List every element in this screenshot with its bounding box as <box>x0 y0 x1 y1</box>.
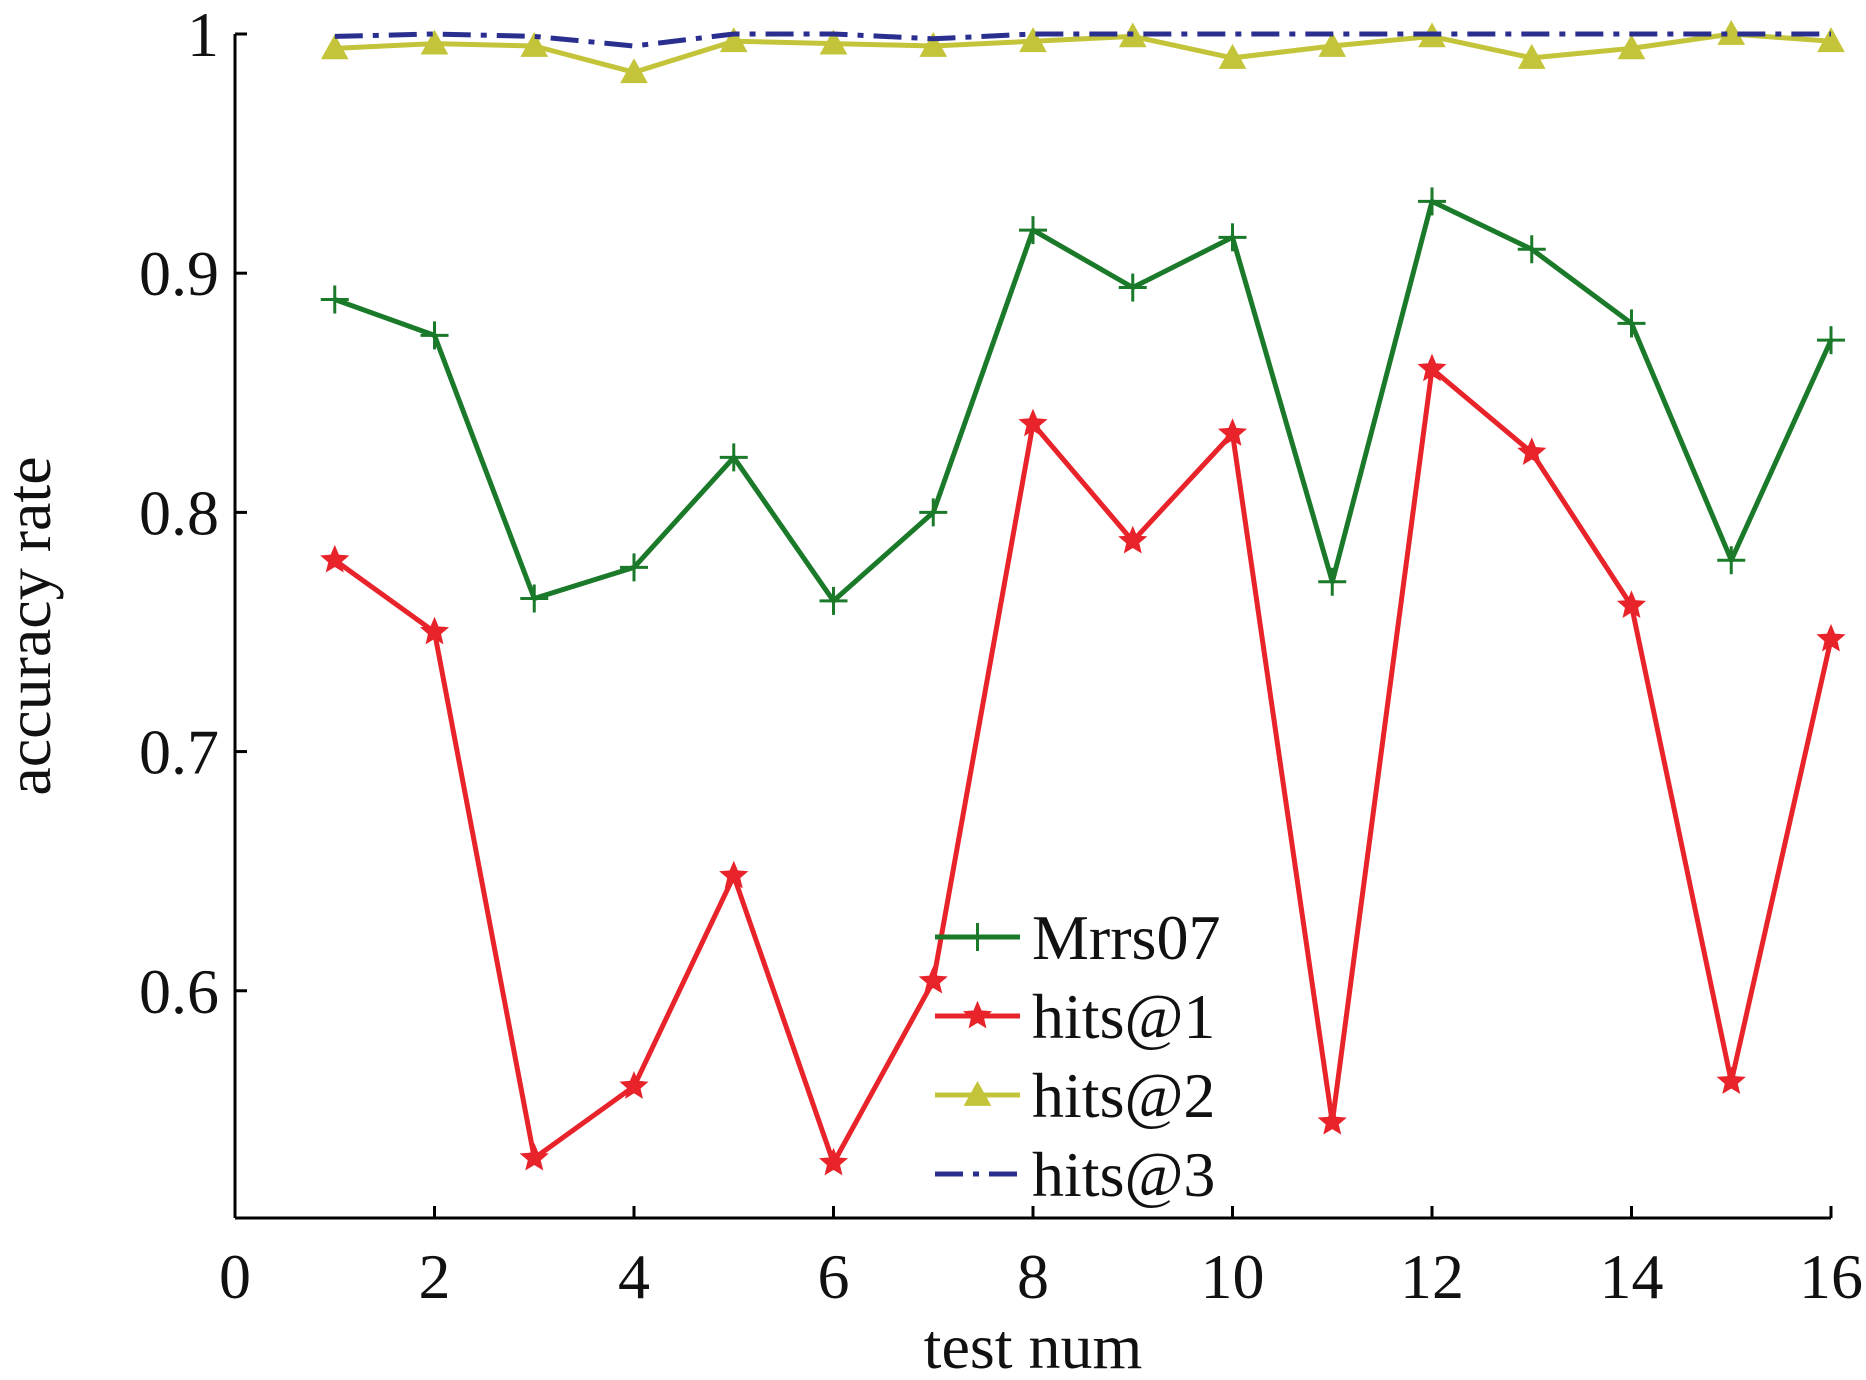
x-tick-label-2: 2 <box>419 1241 451 1312</box>
point-hits@1-3 <box>519 1142 549 1171</box>
series-line-Mrrs07 <box>333 198 1834 604</box>
point-Mrrs07-5 <box>719 443 748 472</box>
series-hits@1 <box>320 353 1846 1176</box>
legend-marker-hits@2 <box>963 1080 992 1106</box>
point-hits@1-14 <box>1616 590 1647 619</box>
x-tick-label-4: 4 <box>618 1241 650 1312</box>
legend: Mrrs07 hits@1 hits@2 hits@3 <box>935 902 1220 1210</box>
x-tick-label-14: 14 <box>1600 1241 1664 1312</box>
y-tick-label-0.6: 0.6 <box>139 956 219 1027</box>
x-axis-title: test num <box>924 1311 1143 1380</box>
point-hits@1-2 <box>419 616 450 645</box>
x-tick-label-8: 8 <box>1017 1241 1049 1312</box>
y-tick-label-1: 1 <box>187 0 219 70</box>
point-hits@1-4 <box>619 1071 649 1099</box>
point-hits@2-4 <box>620 58 648 84</box>
y-tick-label-0.8: 0.8 <box>139 477 219 548</box>
y-axis-title: accuracy rate <box>0 456 64 795</box>
legend-label-hits@1: hits@1 <box>1032 981 1215 1052</box>
series-hits@2 <box>320 19 1845 84</box>
point-hits@1-13 <box>1517 437 1547 465</box>
point-hits@1-10 <box>1217 418 1248 446</box>
legend-item-hits@1: hits@1 <box>935 981 1215 1052</box>
point-hits@1-9 <box>1118 525 1148 554</box>
point-Mrrs07-14 <box>1617 309 1646 338</box>
point-Mrrs07-10 <box>1218 223 1247 252</box>
x-tick-label-10: 10 <box>1201 1241 1265 1312</box>
point-hits@2-16 <box>1817 27 1845 53</box>
point-Mrrs07-7 <box>919 498 948 527</box>
legend-item-hits@2: hits@2 <box>935 1060 1215 1131</box>
series-Mrrs07 <box>320 187 1845 615</box>
point-Mrrs07-2 <box>420 321 449 350</box>
point-hits@1-16 <box>1816 623 1846 652</box>
legend-label-Mrrs07: Mrrs07 <box>1032 902 1220 973</box>
legend-marker-hits@1 <box>962 1000 993 1029</box>
point-Mrrs07-16 <box>1817 326 1845 355</box>
point-hits@1-11 <box>1317 1107 1347 1135</box>
point-hits@2-11 <box>1318 31 1347 57</box>
point-hits@2-7 <box>919 31 948 57</box>
point-Mrrs07-6 <box>819 586 848 615</box>
series-layer <box>320 19 1846 1176</box>
point-hits@1-1 <box>320 544 350 573</box>
x-tick-label-12: 12 <box>1400 1241 1464 1312</box>
point-Mrrs07-8 <box>1019 216 1047 245</box>
point-hits@1-8 <box>1018 408 1048 437</box>
point-hits@2-1 <box>320 34 349 60</box>
point-hits@2-2 <box>420 29 449 55</box>
series-line-hits@1 <box>333 366 1834 1166</box>
legend-item-hits@3: hits@3 <box>935 1139 1215 1210</box>
point-hits@1-6 <box>818 1147 849 1176</box>
point-hits@2-14 <box>1617 34 1646 60</box>
point-hits@2-3 <box>520 31 549 57</box>
point-Mrrs07-1 <box>320 285 349 314</box>
y-tick-label-0.9: 0.9 <box>139 238 219 309</box>
point-Mrrs07-9 <box>1118 273 1147 302</box>
series-line-hits@3 <box>334 31 1831 49</box>
point-hits@2-10 <box>1218 43 1247 69</box>
point-hits@1-5 <box>719 860 749 889</box>
x-tick-label-16: 16 <box>1799 1241 1863 1312</box>
point-hits@1-12 <box>1417 353 1447 382</box>
point-Mrrs07-15 <box>1717 546 1746 575</box>
point-hits@1-7 <box>918 965 948 994</box>
x-tick-label-0: 0 <box>219 1241 251 1312</box>
legend-label-hits@3: hits@3 <box>1032 1139 1215 1210</box>
point-hits@2-5 <box>719 27 748 53</box>
legend-marker-Mrrs07 <box>963 923 992 951</box>
point-Mrrs07-4 <box>620 553 648 582</box>
legend-label-hits@2: hits@2 <box>1032 1060 1215 1131</box>
series-line-hits@2 <box>334 31 1832 75</box>
y-tick-label-0.7: 0.7 <box>139 717 219 788</box>
series-hits@3 <box>334 31 1831 49</box>
point-Mrrs07-13 <box>1517 235 1546 264</box>
point-Mrrs07-12 <box>1418 187 1446 216</box>
point-hits@2-6 <box>819 29 848 55</box>
legend-item-Mrrs07: Mrrs07 <box>935 902 1220 973</box>
point-hits@2-13 <box>1517 43 1546 69</box>
point-hits@2-8 <box>1019 27 1047 53</box>
point-hits@1-15 <box>1716 1066 1746 1095</box>
axes: 0 2 4 6 8 10 12 14 16 0.6 0.7 0.8 0.9 1 <box>139 0 1863 1312</box>
point-Mrrs07-3 <box>520 584 549 613</box>
x-tick-label-6: 6 <box>818 1241 850 1312</box>
point-Mrrs07-11 <box>1318 567 1347 596</box>
